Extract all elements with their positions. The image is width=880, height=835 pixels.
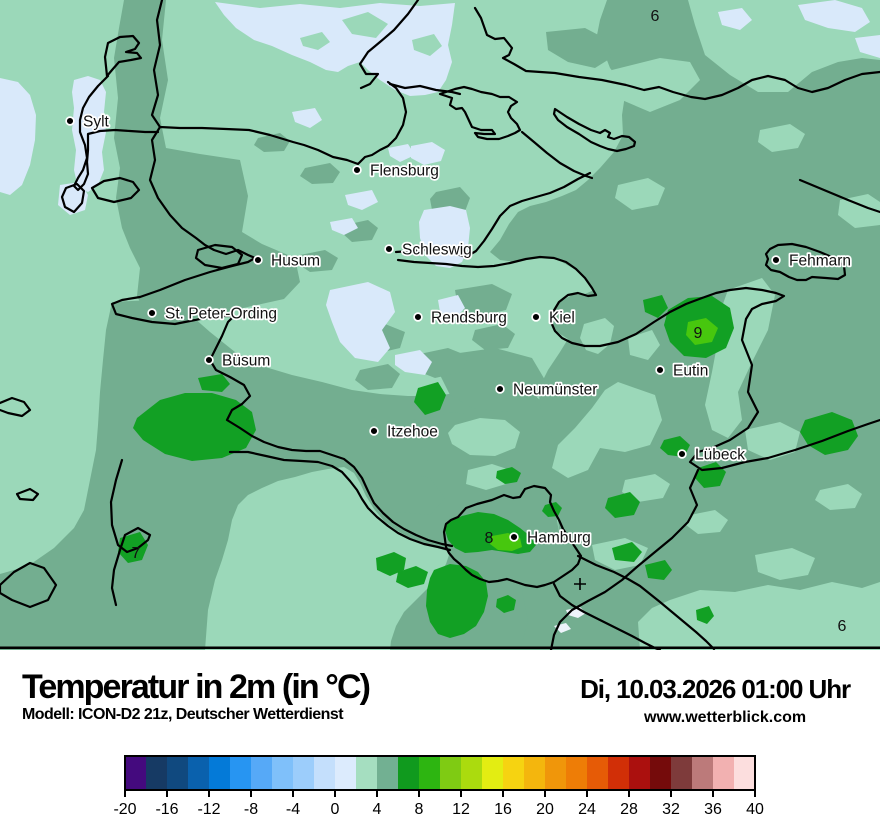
svg-text:12: 12 [452,801,470,818]
svg-text:16: 16 [494,801,512,818]
svg-text:40: 40 [746,801,764,818]
svg-text:6: 6 [651,8,660,25]
svg-text:Itzehoe: Itzehoe [387,424,438,441]
svg-text:-8: -8 [244,801,258,818]
svg-text:Eutin: Eutin [673,363,708,380]
svg-text:Kiel: Kiel [549,310,575,327]
svg-text:Flensburg: Flensburg [370,163,439,180]
svg-text:Rendsburg: Rendsburg [431,310,507,327]
svg-text:Husum: Husum [271,253,320,270]
svg-text:Neumünster: Neumünster [513,382,597,399]
svg-text:4: 4 [373,801,382,818]
svg-text:Büsum: Büsum [222,353,270,370]
svg-text:-16: -16 [155,801,178,818]
svg-text:9: 9 [694,325,703,342]
svg-text:Sylt: Sylt [83,114,110,131]
svg-text:20: 20 [536,801,554,818]
svg-text:Lübeck: Lübeck [695,447,745,464]
svg-text:36: 36 [704,801,722,818]
svg-text:8: 8 [485,530,494,547]
svg-text:8: 8 [415,801,424,818]
svg-text:0: 0 [331,801,340,818]
svg-text:24: 24 [578,801,596,818]
svg-text:Schleswig: Schleswig [402,242,472,259]
svg-text:28: 28 [620,801,638,818]
svg-text:Hamburg: Hamburg [527,530,591,547]
svg-text:-4: -4 [286,801,300,818]
svg-text:-20: -20 [113,801,136,818]
svg-text:7: 7 [132,545,141,562]
svg-text:Fehmarn: Fehmarn [789,253,851,270]
svg-text:32: 32 [662,801,680,818]
svg-text:6: 6 [838,618,847,635]
svg-text:St. Peter-Ording: St. Peter-Ording [165,306,277,323]
svg-text:-12: -12 [197,801,220,818]
